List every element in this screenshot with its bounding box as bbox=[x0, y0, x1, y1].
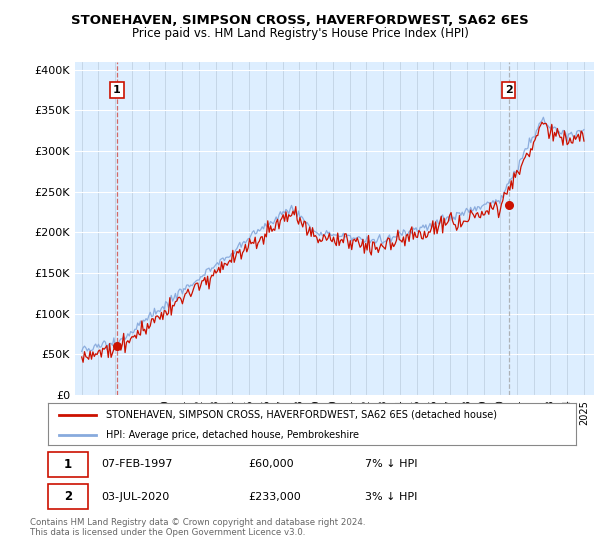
Text: STONEHAVEN, SIMPSON CROSS, HAVERFORDWEST, SA62 6ES (detached house): STONEHAVEN, SIMPSON CROSS, HAVERFORDWEST… bbox=[106, 409, 497, 419]
Text: Price paid vs. HM Land Registry's House Price Index (HPI): Price paid vs. HM Land Registry's House … bbox=[131, 27, 469, 40]
Text: HPI: Average price, detached house, Pembrokeshire: HPI: Average price, detached house, Pemb… bbox=[106, 430, 359, 440]
Text: £233,000: £233,000 bbox=[248, 492, 301, 502]
Text: 07-FEB-1997: 07-FEB-1997 bbox=[101, 459, 172, 469]
FancyBboxPatch shape bbox=[48, 484, 88, 509]
Text: STONEHAVEN, SIMPSON CROSS, HAVERFORDWEST, SA62 6ES: STONEHAVEN, SIMPSON CROSS, HAVERFORDWEST… bbox=[71, 14, 529, 27]
FancyBboxPatch shape bbox=[48, 451, 88, 477]
Text: 7% ↓ HPI: 7% ↓ HPI bbox=[365, 459, 418, 469]
Text: Contains HM Land Registry data © Crown copyright and database right 2024.
This d: Contains HM Land Registry data © Crown c… bbox=[30, 518, 365, 538]
Text: 2: 2 bbox=[64, 490, 72, 503]
Text: 1: 1 bbox=[113, 85, 121, 95]
Text: 03-JUL-2020: 03-JUL-2020 bbox=[101, 492, 169, 502]
Text: 1: 1 bbox=[64, 458, 72, 470]
Text: 2: 2 bbox=[505, 85, 512, 95]
Text: £60,000: £60,000 bbox=[248, 459, 294, 469]
Text: 3% ↓ HPI: 3% ↓ HPI bbox=[365, 492, 417, 502]
